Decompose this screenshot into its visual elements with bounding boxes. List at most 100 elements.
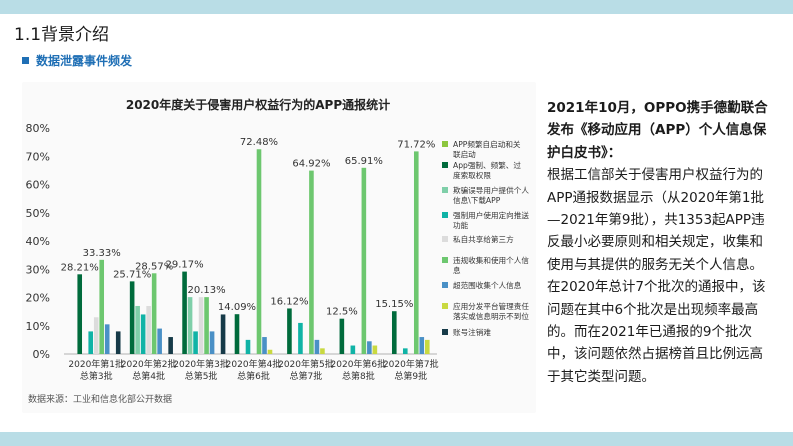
description-headline: 2021年10月，OPPO携手德勤联合发布《移动应用（APP）个人信息保护白皮书… [547, 100, 768, 161]
legend-swatch [442, 329, 448, 335]
data-label: 28.21% [61, 262, 99, 273]
x-tick-label: 2020年第5批 [278, 358, 334, 370]
data-label: 29.17% [166, 260, 204, 271]
legend-swatch [442, 187, 448, 193]
bar-2-5 [146, 305, 151, 354]
x-tick-label: 总第9批 [394, 370, 427, 382]
bar-6-6 [361, 167, 367, 354]
legend-label: 联启动 [453, 149, 476, 159]
data-label: 25.71% [113, 269, 151, 280]
y-tick-label: 0% [33, 348, 50, 361]
bar-1-7 [104, 324, 110, 354]
legend-label: 信息\下载APP [453, 195, 501, 205]
bar-7-2 [391, 311, 397, 354]
bar-3-6 [204, 297, 209, 354]
y-tick-label: 70% [26, 150, 50, 163]
bar-2-6 [151, 273, 157, 354]
bar-4-6 [256, 149, 262, 354]
bar-2-4 [140, 314, 146, 354]
data-label: 33.33% [83, 248, 121, 259]
bar-7-7 [419, 337, 425, 354]
x-tick-label: 总第5批 [185, 370, 218, 382]
x-tick-label: 2020年第6批 [331, 358, 387, 370]
bar-4-4 [245, 339, 251, 354]
x-tick-label: 2020年第7批 [383, 358, 439, 370]
x-tick-label: 总第7批 [290, 370, 323, 382]
legend-label: 私自共享给第三方 [453, 234, 514, 244]
legend-swatch [442, 282, 448, 288]
bottom-band [0, 432, 793, 446]
bar-6-7 [367, 341, 372, 354]
data-label: 72.48% [240, 137, 278, 148]
bar-3-3 [187, 297, 193, 354]
y-tick-label: 50% [26, 207, 50, 220]
bar-3-2 [182, 271, 187, 354]
description-panel: 2021年10月，OPPO携手德勤联合发布《移动应用（APP）个人信息保护白皮书… [547, 97, 769, 388]
legend-label: 账号注销难 [453, 327, 491, 337]
section-subtitle-text: 数据泄露事件频发 [36, 54, 133, 68]
x-tick-label: 总第4批 [132, 370, 165, 382]
legend-swatch [442, 236, 448, 242]
y-tick-label: 20% [26, 292, 50, 305]
data-label: 65.91% [345, 156, 383, 167]
data-label: 64.92% [292, 159, 330, 170]
bar-4-2 [234, 314, 240, 354]
chart-panel [22, 82, 536, 413]
legend-swatch [442, 141, 448, 147]
bar-2-3 [135, 305, 140, 354]
legend-label: 违规收集和使用个人信 [453, 255, 529, 265]
bar-2-2 [129, 281, 135, 354]
chart-source: 数据来源：工业和信息化部公开数据 [28, 393, 172, 405]
data-label: 14.09% [218, 302, 256, 313]
x-tick-label: 2020年第2批 [121, 358, 177, 370]
bar-1-5 [93, 317, 99, 354]
bar-1-9 [115, 331, 121, 354]
chart-title: 2020年度关于侵害用户权益行为的APP通报统计 [126, 97, 390, 112]
legend-label: 超范围收集个人信息 [453, 280, 522, 290]
data-label: 15.15% [375, 299, 413, 310]
bar-4-7 [262, 337, 267, 354]
y-tick-label: 30% [26, 263, 50, 276]
bar-5-8 [320, 348, 325, 354]
legend-swatch [442, 303, 448, 309]
y-tick-label: 80% [26, 122, 50, 135]
bar-2-9 [168, 337, 173, 354]
data-label: 71.72% [397, 139, 435, 150]
bar-2-7 [157, 328, 162, 354]
x-tick-label: 总第8批 [342, 370, 375, 382]
x-tick-label: 总第3批 [80, 370, 113, 382]
legend-swatch [442, 212, 448, 218]
section-subtitle: 数据泄露事件频发 [22, 52, 132, 69]
bar-6-4 [350, 345, 356, 354]
y-tick-label: 40% [26, 235, 50, 248]
x-tick-label: 总第6批 [237, 370, 270, 382]
bar-5-7 [314, 339, 320, 354]
data-label: 16.12% [270, 296, 308, 307]
x-tick-label: 2020年第4批 [226, 358, 282, 370]
y-tick-label: 60% [26, 179, 50, 192]
bar-5-6 [309, 170, 314, 354]
legend-label: APP频繁自启动和关 [453, 139, 521, 149]
bar-chart: 2020年度关于侵害用户权益行为的APP通报统计 0% 10% 20% 30% 40% 50… [26, 97, 530, 405]
bar-6-8 [372, 345, 378, 354]
y-tick-label: 10% [26, 320, 50, 333]
bar-3-4 [193, 331, 198, 354]
description-body: 根据工信部关于侵害用户权益行为的APP通报数据显示（从2020年第1批—2021… [547, 167, 766, 385]
x-tick-label: 2020年第3批 [173, 358, 229, 370]
bar-3-5 [198, 297, 204, 354]
bar-6-2 [339, 318, 345, 354]
bar-3-7 [209, 331, 215, 354]
legend-label: 应用分发平台管理责任 [453, 301, 529, 311]
bar-7-4 [402, 348, 408, 354]
data-label: 28.57% [135, 261, 173, 272]
legend-label: 功能 [453, 220, 469, 230]
legend-label: 息 [453, 265, 461, 275]
x-tick-label: 2020年第1批 [68, 358, 124, 370]
slide-title: 1.1背景介绍 [14, 25, 110, 45]
legend-label: 强制用户使用定向推送 [453, 210, 529, 220]
legend-label: App强制、频繁、过 [453, 160, 521, 170]
data-label: 20.13% [188, 285, 226, 296]
bar-3-9 [220, 314, 226, 354]
legend-label: 度索取权限 [453, 170, 491, 180]
bar-5-4 [298, 322, 303, 354]
